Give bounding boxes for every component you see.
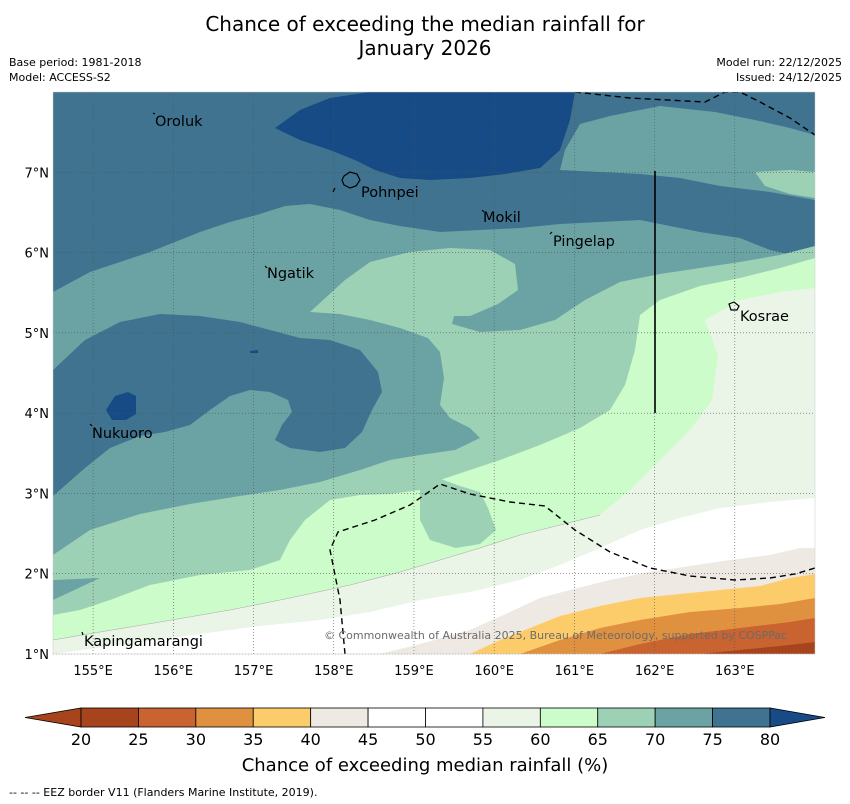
nukuoro-islet (89, 423, 93, 427)
colorbar-tick: 20 (71, 730, 91, 749)
ngatik-islet (264, 265, 268, 269)
label-kapingamarangi: Kapingamarangi (84, 634, 203, 650)
colorbar-tick: 65 (588, 730, 608, 749)
meta-right: Model run: 22/12/2025 Issued: 24/12/2025 (716, 55, 842, 85)
colorbar-tick: 35 (243, 730, 263, 749)
colorbar-band (654, 707, 713, 728)
colorbar-band (367, 707, 426, 728)
map-frame (52, 91, 816, 655)
model-name: Model: ACCESS-S2 (9, 71, 111, 84)
contour-75-west (53, 314, 382, 496)
label-ngatik: Ngatik (267, 266, 315, 282)
contour-75-north (53, 92, 815, 292)
contour-line-faint (53, 514, 601, 641)
map-title-line1: Chance of exceeding the median rainfall … (205, 12, 645, 36)
copyright-note: © Commonwealth of Australia 2025, Bureau… (324, 629, 787, 642)
oroluk-islet (152, 112, 156, 115)
colorbar-band (597, 707, 656, 728)
label-kosrae: Kosrae (740, 309, 789, 325)
lon-label: 156°E (154, 664, 194, 679)
pohnpei-island (341, 171, 361, 189)
map-title-line2: January 2026 (358, 36, 492, 60)
lat-label: 3°N (25, 487, 50, 502)
lon-label: 160°E (474, 664, 514, 679)
longitude-labels: 155°E 156°E 157°E 158°E 159°E 160°E 161°E 162°E… (73, 664, 754, 679)
label-pohnpei: Pohnpei (361, 185, 419, 201)
colorbar-tick: 50 (415, 730, 435, 749)
colorbar-extend-low (24, 707, 82, 728)
lon-label: 162°E (635, 664, 675, 679)
label-mokil: Mokil (483, 210, 521, 226)
colorbar-tick: 55 (473, 730, 493, 749)
contour-80-north (275, 92, 575, 180)
label-nukuoro: Nukuoro (92, 426, 153, 442)
contour-25 (600, 618, 815, 654)
colorbar-tick: 25 (128, 730, 148, 749)
kosrae-island (728, 301, 740, 311)
issued-date: Issued: 24/12/2025 (735, 71, 842, 84)
islands (81, 112, 740, 636)
colorbar-tick: 30 (186, 730, 206, 749)
colorbar-band (712, 707, 771, 728)
pohnpei-tail (332, 187, 336, 193)
colorbar-tick: 45 (358, 730, 378, 749)
contour-80-speck (250, 350, 258, 353)
colorbar-band (482, 707, 541, 728)
colorbar-band (80, 707, 139, 728)
lat-label: 6°N (25, 247, 50, 262)
colorbar-tick: 70 (645, 730, 665, 749)
colorbar-band (195, 707, 254, 728)
contour-65-island (420, 478, 496, 548)
eez-border-south (329, 483, 815, 654)
latitude-labels: 7°N 6°N 5°N 4°N 3°N 2°N 1°N (25, 166, 50, 663)
contour-fields (53, 92, 815, 654)
contour-20 (700, 642, 815, 654)
colorbar-band (252, 707, 312, 728)
eez-border-note: -- -- -- EEZ border V11 (Flanders Marine… (9, 786, 318, 799)
colorbar-tick: 80 (760, 730, 780, 749)
colorbar-tick: 40 (300, 730, 320, 749)
base-period: Base period: 1981-2018 (9, 56, 142, 69)
label-pingelap: Pingelap (553, 234, 615, 250)
lat-label: 5°N (25, 327, 50, 342)
colorbar-tick: 75 (702, 730, 722, 749)
pingelap-islet (549, 231, 553, 235)
model-run: Model run: 22/12/2025 (716, 56, 842, 69)
colorbar: 20 25 30 35 40 45 50 55 60 65 70 75 80 (24, 707, 826, 749)
lon-label: 163°E (715, 664, 755, 679)
graticule (53, 92, 815, 655)
colorbar-band (310, 707, 369, 728)
lon-label: 155°E (73, 664, 113, 679)
lon-label: 158°E (314, 664, 354, 679)
colorbar-band (138, 707, 197, 728)
lat-label: 4°N (25, 407, 50, 422)
eez-borders (329, 92, 815, 654)
lon-label: 157°E (234, 664, 274, 679)
colorbar-extend-high (769, 707, 826, 728)
colorbar-title: Chance of exceeding median rainfall (%) (241, 755, 609, 776)
lon-label: 161°E (555, 664, 595, 679)
colorbar-tick: 60 (530, 730, 550, 749)
map-title: Chance of exceeding the median rainfall … (0, 12, 850, 60)
lat-label: 1°N (25, 648, 50, 663)
kapingamarangi-islet (81, 631, 84, 636)
lat-label: 2°N (25, 568, 50, 583)
mokil-islet (481, 209, 485, 213)
label-oroluk: Oroluk (155, 114, 203, 130)
contour-65-ne (755, 170, 815, 198)
colorbar-band (539, 707, 599, 728)
meta-left: Base period: 1981-2018 Model: ACCESS-S2 (9, 55, 141, 85)
lat-label: 7°N (25, 166, 50, 181)
lon-label: 159°E (394, 664, 434, 679)
colorbar-band (425, 707, 484, 728)
